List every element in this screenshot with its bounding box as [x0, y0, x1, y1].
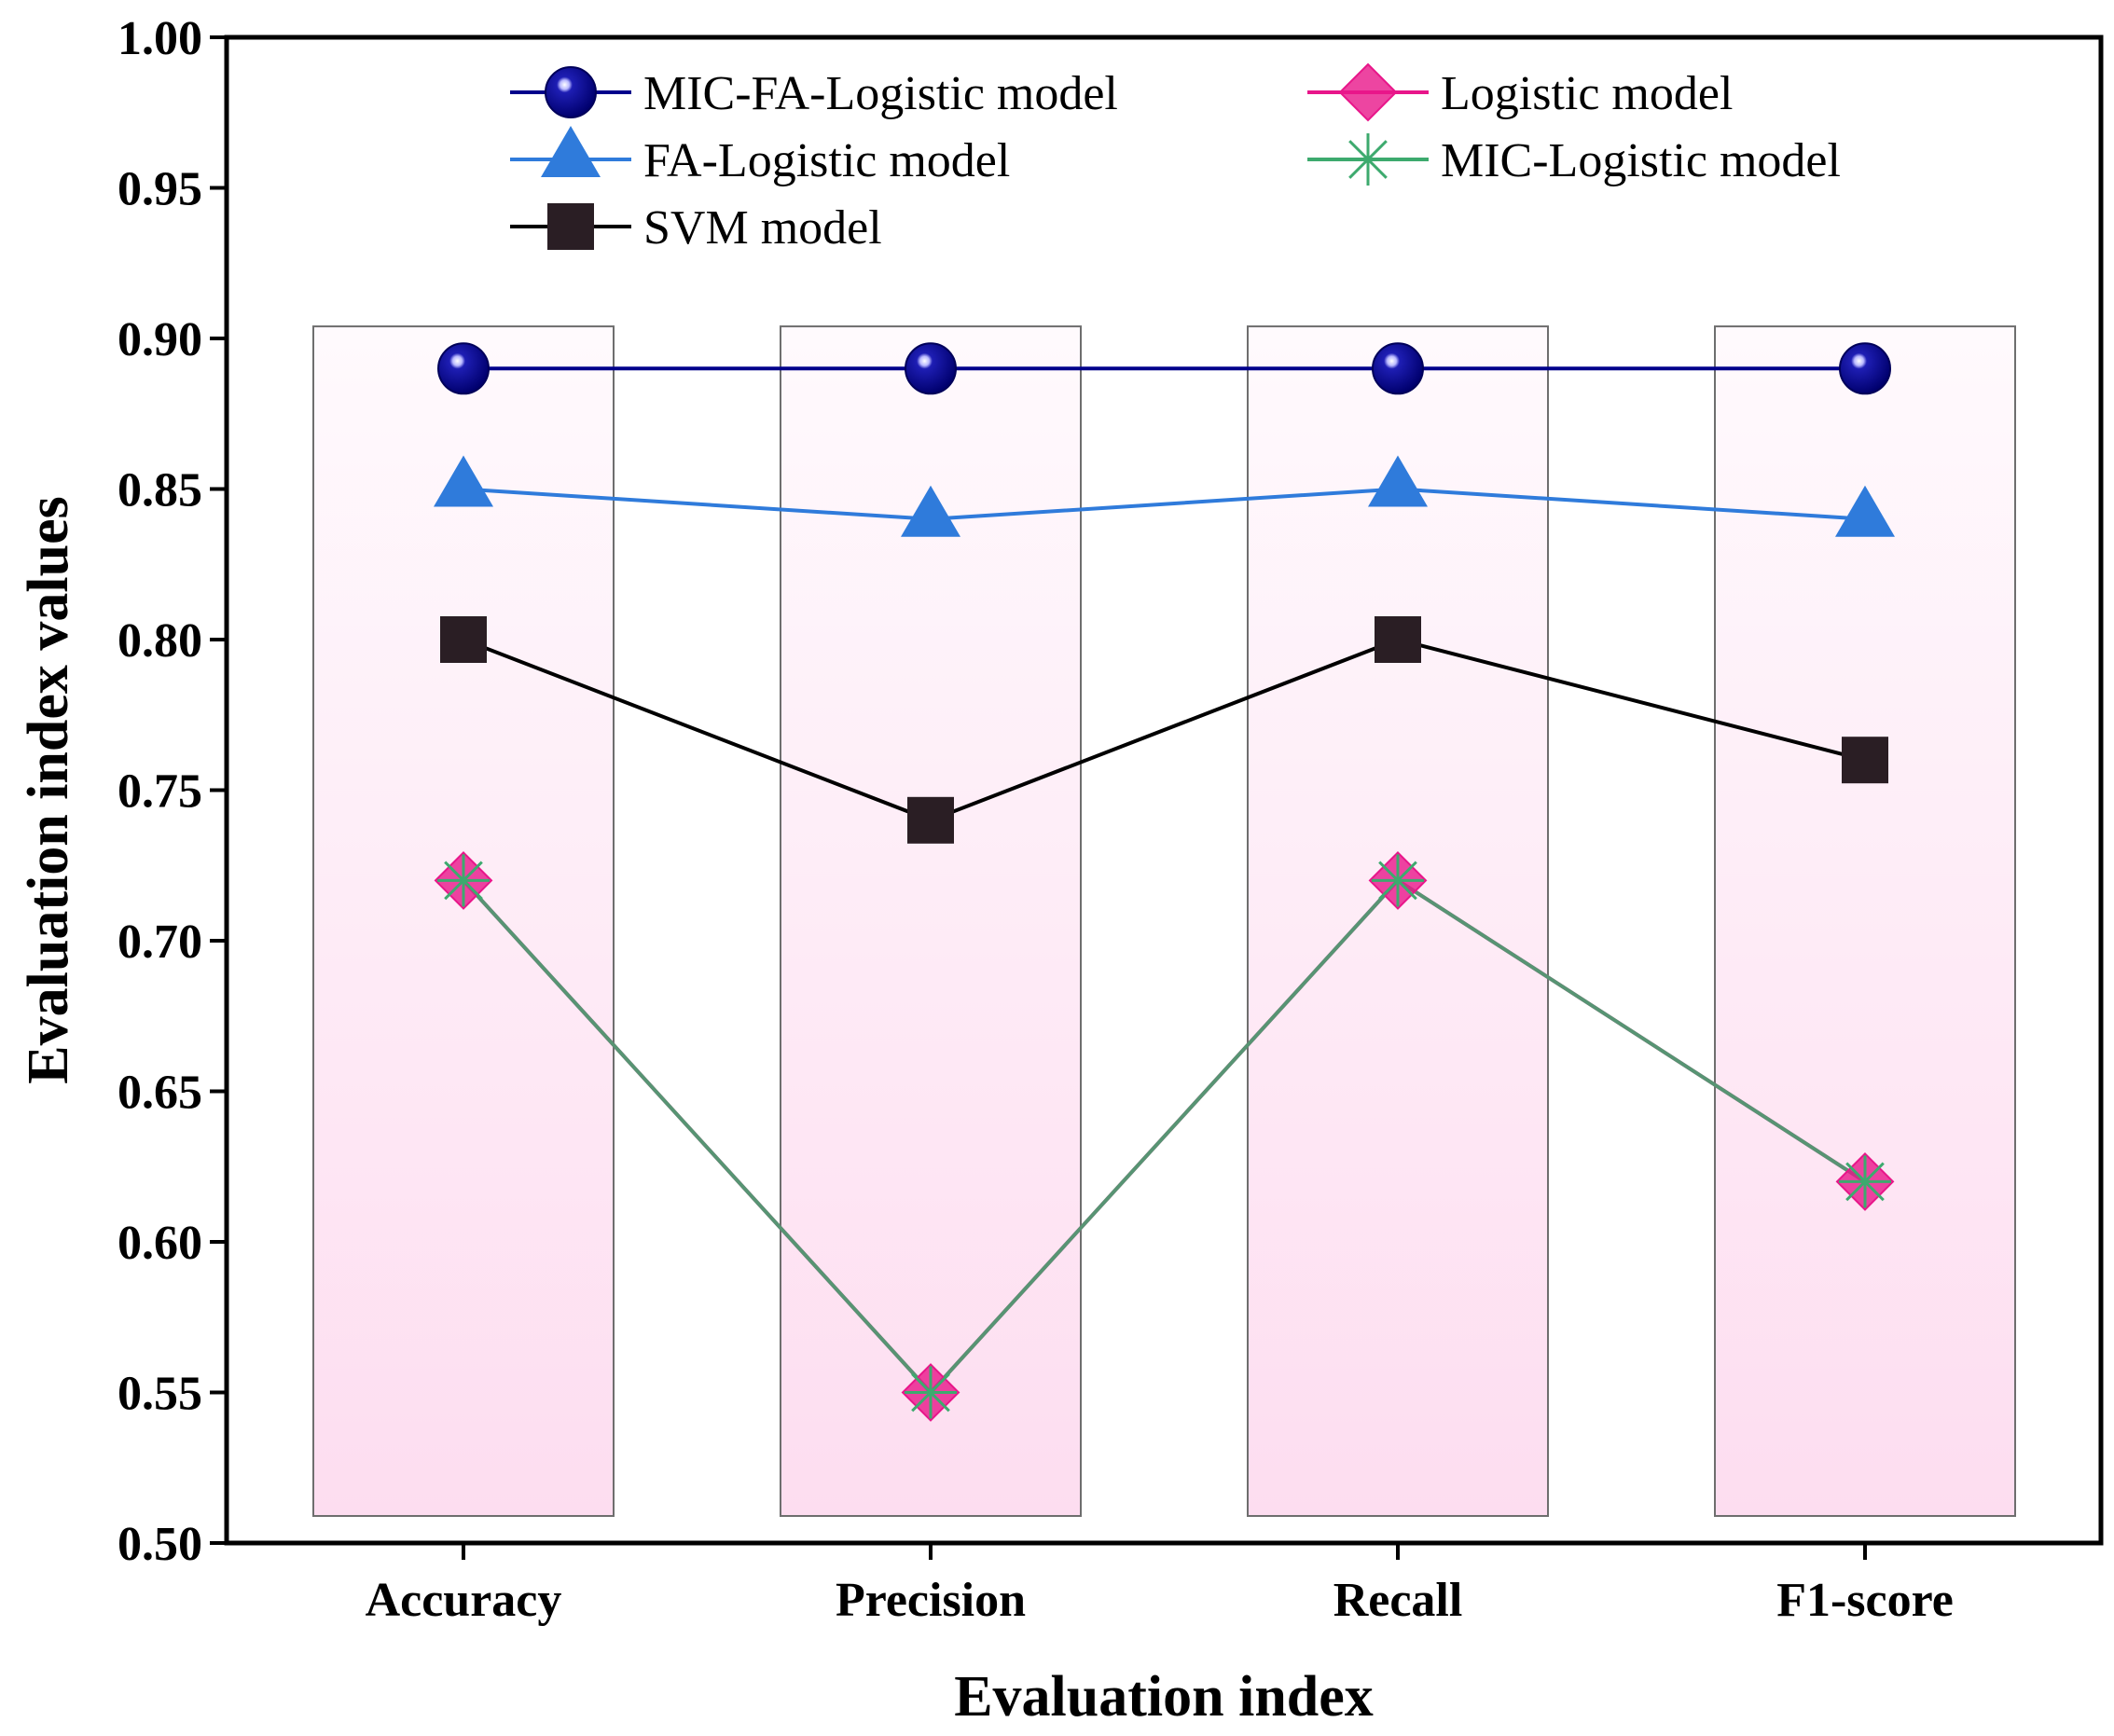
legend-marker	[547, 203, 594, 250]
data-point	[1375, 616, 1421, 663]
y-tick-label: 0.70	[117, 916, 202, 969]
x-tick-label: F1-score	[1776, 1574, 1954, 1627]
square-marker	[1375, 616, 1421, 663]
data-point	[1839, 342, 1891, 395]
legend-marker	[541, 126, 601, 177]
data-point	[437, 854, 490, 907]
data-point	[434, 455, 493, 507]
sphere-marker	[1839, 342, 1891, 395]
series-markers	[434, 342, 1895, 1422]
star-stroke	[1845, 1162, 1885, 1202]
data-point	[1368, 455, 1428, 507]
legend-label: MIC-Logistic model	[1441, 134, 1841, 187]
diamond-marker	[1338, 62, 1398, 122]
square-marker	[547, 203, 594, 250]
triangle-marker	[1835, 485, 1895, 537]
y-tick-label: 0.65	[117, 1067, 202, 1120]
legend-entry: FA-Logistic model	[510, 126, 1010, 187]
background-bar	[1247, 325, 1549, 1518]
legend-entry: MIC-FA-Logistic model	[510, 66, 1118, 120]
sphere-marker	[905, 342, 957, 395]
legend-entry: MIC-Logistic model	[1307, 133, 1841, 187]
legend-entry: Logistic model	[1307, 62, 1733, 122]
square-marker	[907, 796, 954, 844]
series-line-mic-logistic-model	[462, 877, 1867, 1396]
y-tick-label: 0.55	[117, 1368, 202, 1421]
triangle-marker	[901, 485, 960, 537]
data-point	[1839, 1155, 1891, 1208]
legend-label: SVM model	[643, 201, 882, 255]
x-tick-label: Recall	[1333, 1574, 1463, 1627]
legend-label: MIC-FA-Logistic model	[643, 67, 1118, 120]
y-axis-title: Evaluation index values	[17, 496, 80, 1083]
sphere-marker	[545, 66, 597, 118]
triangle-marker	[541, 126, 601, 177]
legend-entry: SVM model	[510, 201, 882, 255]
series-lines	[462, 366, 1867, 1396]
triangle-marker	[434, 455, 493, 507]
y-tick-label: 0.95	[117, 163, 202, 216]
square-marker	[440, 616, 487, 663]
x-tick-label: Accuracy	[366, 1574, 562, 1627]
y-tick-label: 0.80	[117, 614, 202, 668]
axes: 0.50 0.55 0.60 0.65 0.70 0.75 0.80 0.85 0.90 0.95…	[17, 12, 2104, 1729]
legend: MIC-FA-Logistic model Logistic model FA-Lo…	[510, 62, 1841, 255]
star-stroke	[911, 1372, 950, 1412]
y-tick-label: 0.90	[117, 313, 202, 366]
data-point	[440, 616, 487, 663]
data-point	[1842, 737, 1888, 784]
y-tick-label: 1.00	[117, 12, 202, 65]
data-point	[437, 342, 490, 395]
y-tick-label: 0.75	[117, 765, 202, 819]
triangle-marker	[1368, 455, 1428, 507]
x-axis-title: Evaluation index	[954, 1665, 1374, 1729]
data-point	[907, 796, 954, 844]
legend-marker	[1342, 133, 1394, 186]
x-tick-label: Precision	[836, 1574, 1026, 1627]
series-line-svm-model	[463, 637, 1866, 822]
star-stroke	[1348, 140, 1388, 179]
data-point	[1835, 485, 1895, 537]
legend-label: Logistic model	[1441, 67, 1733, 120]
legend-marker	[1338, 62, 1398, 122]
data-point	[1372, 854, 1424, 907]
y-tick-label: 0.50	[117, 1518, 202, 1571]
series-line-fa-logistic-model	[463, 487, 1866, 521]
legend-label: FA-Logistic model	[643, 134, 1010, 187]
background-bar	[312, 325, 615, 1518]
data-point	[905, 342, 957, 395]
sphere-marker	[437, 342, 490, 395]
legend-marker	[545, 66, 597, 118]
sphere-marker	[1372, 342, 1424, 395]
data-point	[905, 1366, 957, 1419]
data-point	[901, 485, 960, 537]
square-marker	[1842, 737, 1888, 784]
star-stroke	[1378, 861, 1417, 901]
star-stroke	[444, 861, 483, 901]
y-tick-label: 0.60	[117, 1217, 202, 1270]
data-point	[1372, 342, 1424, 395]
y-tick-label: 0.85	[117, 464, 202, 517]
